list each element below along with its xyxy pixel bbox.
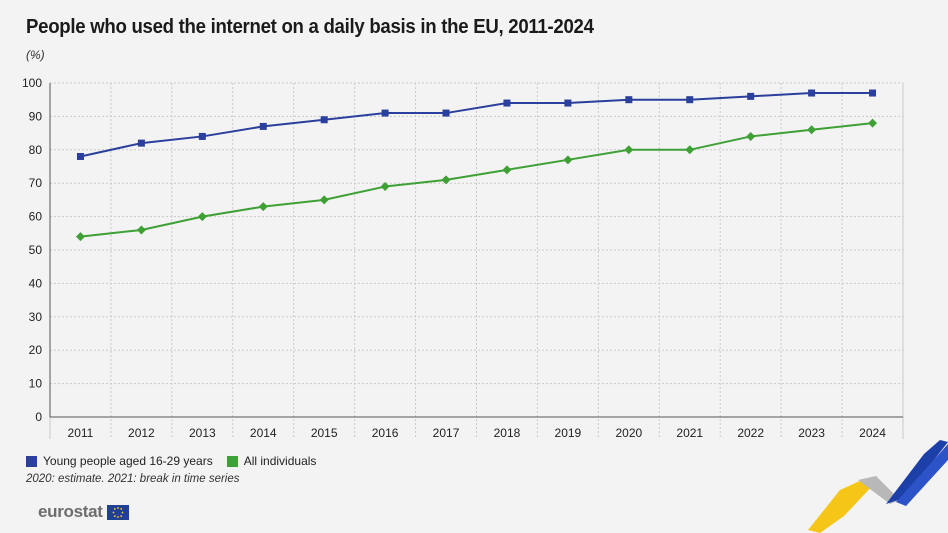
line-chart: 0 10 20 30 40 50 60 70 80 90 100 2011 2012 2013 2014 20…	[22, 76, 904, 440]
data-point-0	[320, 116, 328, 124]
x-tick-label: 2013	[189, 426, 216, 440]
y-tick-label: 90	[29, 109, 43, 123]
y-tick-label: 40	[29, 276, 43, 290]
data-point-0	[747, 92, 755, 100]
unit-label: (%)	[26, 48, 45, 62]
chart-title: People who used the internet on a daily …	[26, 16, 594, 38]
y-tick-label: 50	[29, 243, 43, 257]
y-tick-label: 80	[29, 143, 43, 157]
data-point-1	[807, 125, 817, 135]
data-point-1	[197, 212, 207, 222]
data-point-1	[746, 131, 756, 141]
y-tick-label: 30	[29, 310, 43, 324]
x-tick-label: 2014	[250, 426, 277, 440]
footnote: 2020: estimate. 2021: break in time seri…	[26, 473, 240, 485]
legend-swatch-young	[26, 455, 37, 467]
legend-label-all: All individuals	[243, 454, 317, 468]
data-point-1	[624, 145, 634, 155]
y-tick-label: 100	[22, 76, 42, 90]
data-point-1	[868, 118, 878, 128]
y-tick-label: 20	[29, 343, 43, 357]
decorative-ribbon-graphic	[808, 440, 948, 533]
data-point-0	[564, 99, 572, 107]
y-tick-label: 70	[29, 176, 43, 190]
x-tick-label: 2019	[555, 426, 582, 440]
legend: Young people aged 16-29 years All indivi…	[26, 454, 330, 468]
legend-item-young: Young people aged 16-29 years	[26, 454, 213, 468]
data-point-1	[380, 182, 390, 192]
x-tick-label: 2011	[68, 426, 94, 440]
data-point-0	[869, 89, 877, 97]
x-tick-label: 2012	[128, 426, 155, 440]
x-tick-label: 2022	[737, 426, 764, 440]
legend-label-young: Young people aged 16-29 years	[43, 454, 213, 468]
data-point-1	[75, 232, 85, 242]
eu-flag-icon	[106, 504, 129, 520]
series-line-0	[80, 92, 873, 158]
data-point-0	[503, 99, 511, 107]
data-point-1	[685, 145, 695, 155]
data-point-1	[502, 165, 512, 175]
data-point-0	[625, 96, 633, 104]
data-point-1	[441, 175, 451, 185]
eurostat-logo: eurostat	[38, 502, 129, 522]
data-point-0	[259, 122, 267, 130]
x-tick-label: 2020	[615, 426, 642, 440]
x-tick-label: 2015	[311, 426, 338, 440]
data-point-1	[136, 225, 146, 235]
data-point-0	[686, 96, 694, 104]
legend-item-all: All individuals	[226, 454, 317, 468]
data-point-0	[442, 109, 450, 117]
x-tick-label: 2016	[372, 426, 399, 440]
x-tick-label: 2023	[798, 426, 825, 440]
y-tick-label: 10	[29, 377, 43, 391]
data-point-0	[808, 89, 816, 97]
x-tick-label: 2021	[676, 426, 703, 440]
data-point-0	[381, 109, 389, 117]
data-point-1	[258, 202, 268, 212]
x-tick-label: 2017	[433, 426, 460, 440]
logo-text: eurostat	[38, 502, 103, 521]
y-tick-label: 60	[29, 210, 43, 224]
y-tick-label: 0	[35, 410, 42, 424]
plot-area	[50, 83, 903, 417]
data-point-1	[563, 155, 573, 165]
legend-swatch-all	[226, 455, 238, 467]
x-tick-label: 2018	[494, 426, 521, 440]
data-point-0	[198, 132, 206, 140]
data-point-1	[319, 195, 329, 205]
x-tick-label: 2024	[859, 426, 886, 440]
data-point-0	[137, 139, 145, 147]
data-point-0	[76, 152, 84, 160]
series-line-1	[80, 122, 873, 238]
